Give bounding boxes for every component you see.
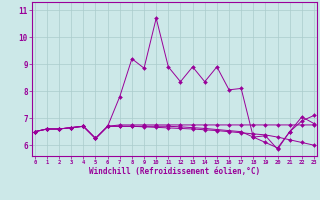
X-axis label: Windchill (Refroidissement éolien,°C): Windchill (Refroidissement éolien,°C) [89, 167, 260, 176]
